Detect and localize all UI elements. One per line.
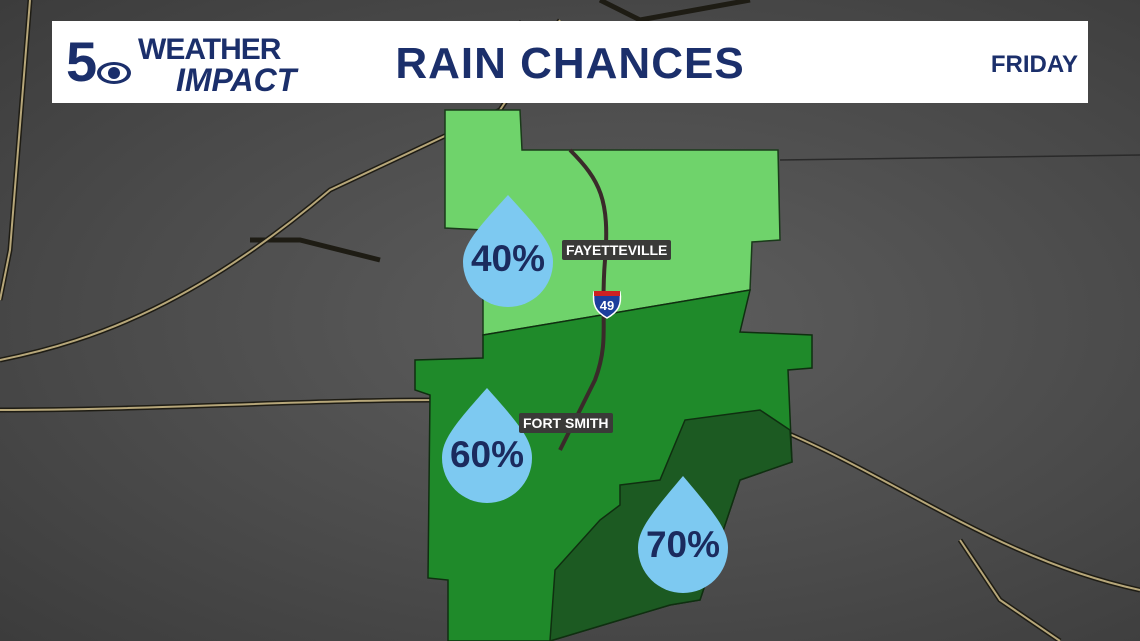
svg-text:5: 5 (66, 30, 97, 93)
rain-drops (442, 195, 728, 593)
interstate-49-shield-icon (592, 291, 622, 319)
svg-text:WEATHER: WEATHER (138, 33, 282, 66)
city-label-fort-smith: FORT SMITH (519, 413, 613, 433)
rain-chance-60: 60% (449, 434, 525, 475)
page-title: RAIN CHANCES (395, 39, 745, 88)
forecast-day: FRIDAY (990, 51, 1078, 78)
rain-chance-70: 70% (645, 524, 721, 565)
drop-70 (638, 476, 728, 593)
header-bar: 5 WEATHER IMPACT RAIN CHANCES FRIDAY (52, 21, 1088, 103)
city-label-fayetteville: FAYETTEVILLE (562, 240, 672, 260)
drop-60 (442, 388, 532, 503)
weather-impact-logo: 5 WEATHER IMPACT (66, 30, 299, 97)
rain-chance-40: 40% (470, 238, 546, 279)
interstate-number: 49 (599, 298, 615, 313)
svg-text:IMPACT: IMPACT (176, 62, 299, 97)
drop-40 (463, 195, 553, 307)
